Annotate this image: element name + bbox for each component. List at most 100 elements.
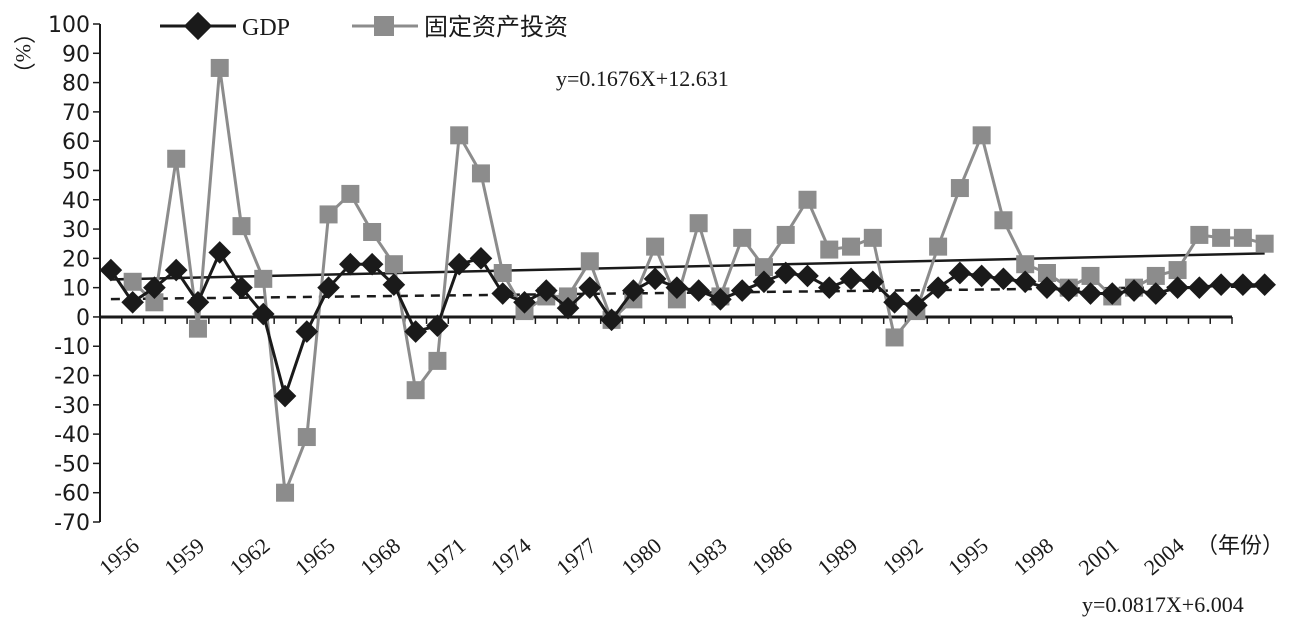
x-tick-label: 1992 — [878, 533, 928, 580]
legend-gdp-label: GDP — [242, 15, 290, 41]
y-tick-label: 90 — [62, 42, 90, 67]
data-point-gdp — [121, 290, 144, 314]
data-point-investment — [123, 272, 142, 291]
x-tick-label: 1956 — [94, 533, 144, 580]
x-tick-label: 1959 — [159, 533, 209, 580]
data-point-gdp — [948, 261, 972, 285]
y-axis-unit-label: （%） — [11, 22, 36, 84]
y-tick-label: 50 — [62, 159, 90, 184]
data-point-gdp — [426, 314, 449, 338]
data-point-gdp — [992, 267, 1015, 291]
data-point-gdp — [1035, 276, 1059, 299]
y-tick-label: 60 — [62, 130, 90, 155]
data-point-investment — [1233, 228, 1252, 247]
x-tick-label: 1998 — [1008, 533, 1058, 580]
x-tick-label: 1965 — [290, 533, 340, 580]
data-point-gdp — [556, 296, 580, 320]
data-point-investment — [1146, 266, 1165, 285]
data-point-investment — [210, 58, 229, 77]
data-point-gdp — [447, 252, 471, 276]
data-point-investment — [493, 264, 512, 282]
data-point-investment — [450, 126, 469, 145]
data-point-investment — [885, 328, 904, 347]
data-point-investment — [406, 381, 425, 400]
data-point-gdp — [883, 290, 906, 314]
y-tick-label: 80 — [62, 72, 90, 97]
data-point-investment — [188, 319, 207, 338]
data-point-gdp — [1100, 282, 1124, 305]
data-point-investment — [863, 228, 882, 247]
data-point-investment — [363, 222, 382, 241]
data-point-investment — [145, 293, 164, 312]
y-tick-label: 10 — [62, 277, 90, 302]
data-point-gdp — [578, 276, 602, 299]
data-point-investment — [276, 483, 295, 502]
data-point-gdp — [317, 276, 340, 299]
data-point-gdp — [665, 276, 689, 299]
data-point-gdp — [861, 270, 885, 294]
legend-gdp-marker — [183, 11, 213, 41]
data-point-gdp — [1209, 273, 1233, 297]
data-point-investment — [754, 258, 773, 277]
data-point-gdp — [360, 252, 384, 276]
x-tick-label: 1962 — [225, 533, 275, 580]
x-tick-label: 1986 — [747, 533, 797, 580]
data-point-investment — [820, 240, 839, 259]
data-point-investment — [1190, 225, 1209, 244]
data-point-gdp — [295, 320, 319, 343]
legend: GDP 固定资产投资 — [160, 11, 568, 41]
data-point-investment — [254, 269, 273, 288]
data-point-gdp — [1166, 276, 1189, 299]
data-point-investment — [776, 225, 795, 244]
y-tick-label: 40 — [62, 189, 90, 214]
y-tick-label: 20 — [62, 247, 90, 272]
data-point-gdp — [1013, 270, 1037, 294]
data-point-investment — [1168, 261, 1187, 280]
data-point-investment — [842, 237, 861, 256]
trendline-equation-gdp: y=0.0817X+6.004 — [1082, 592, 1244, 617]
data-point-gdp — [513, 290, 536, 314]
data-point-gdp — [796, 264, 819, 288]
data-point-investment — [667, 290, 686, 309]
data-point-investment — [580, 252, 599, 271]
data-point-investment — [1016, 255, 1035, 274]
x-tick-label: 1980 — [617, 533, 667, 580]
y-tick-label: -50 — [54, 452, 90, 477]
data-point-gdp — [774, 261, 798, 285]
y-tick-label: -40 — [54, 423, 90, 448]
y-tick-label: -60 — [54, 482, 90, 507]
data-point-gdp — [186, 290, 210, 314]
data-point-gdp — [99, 258, 123, 282]
y-tick-label: -10 — [54, 335, 90, 360]
y-tick-label: 70 — [62, 101, 90, 126]
data-point-gdp — [839, 267, 863, 291]
data-point-gdp — [905, 293, 928, 317]
trendline-equation-investment: y=0.1676X+12.631 — [556, 66, 729, 91]
data-point-investment — [167, 149, 186, 168]
data-point-investment — [733, 228, 752, 247]
data-point-gdp — [382, 273, 406, 297]
data-point-gdp — [491, 282, 515, 305]
y-tick-label: -30 — [54, 394, 90, 419]
data-point-investment — [341, 184, 360, 203]
data-point-gdp — [687, 279, 710, 302]
legend-investment-label: 固定资产投资 — [424, 14, 568, 41]
data-point-gdp — [730, 279, 754, 302]
data-point-investment — [1255, 234, 1274, 253]
data-point-gdp — [273, 384, 297, 408]
data-point-investment — [994, 211, 1013, 230]
data-point-gdp — [469, 247, 493, 270]
data-point-gdp — [643, 267, 667, 291]
data-point-investment — [798, 190, 817, 209]
x-tick-label: 1995 — [943, 533, 993, 580]
data-point-gdp — [752, 270, 776, 294]
data-point-gdp — [1079, 282, 1102, 305]
data-point-investment — [297, 428, 316, 447]
data-point-investment — [384, 255, 403, 274]
y-tick-label: -70 — [54, 511, 90, 536]
data-point-gdp — [709, 288, 732, 311]
data-point-gdp — [1122, 279, 1146, 302]
data-point-investment — [1037, 264, 1056, 282]
data-point-gdp — [622, 279, 645, 302]
